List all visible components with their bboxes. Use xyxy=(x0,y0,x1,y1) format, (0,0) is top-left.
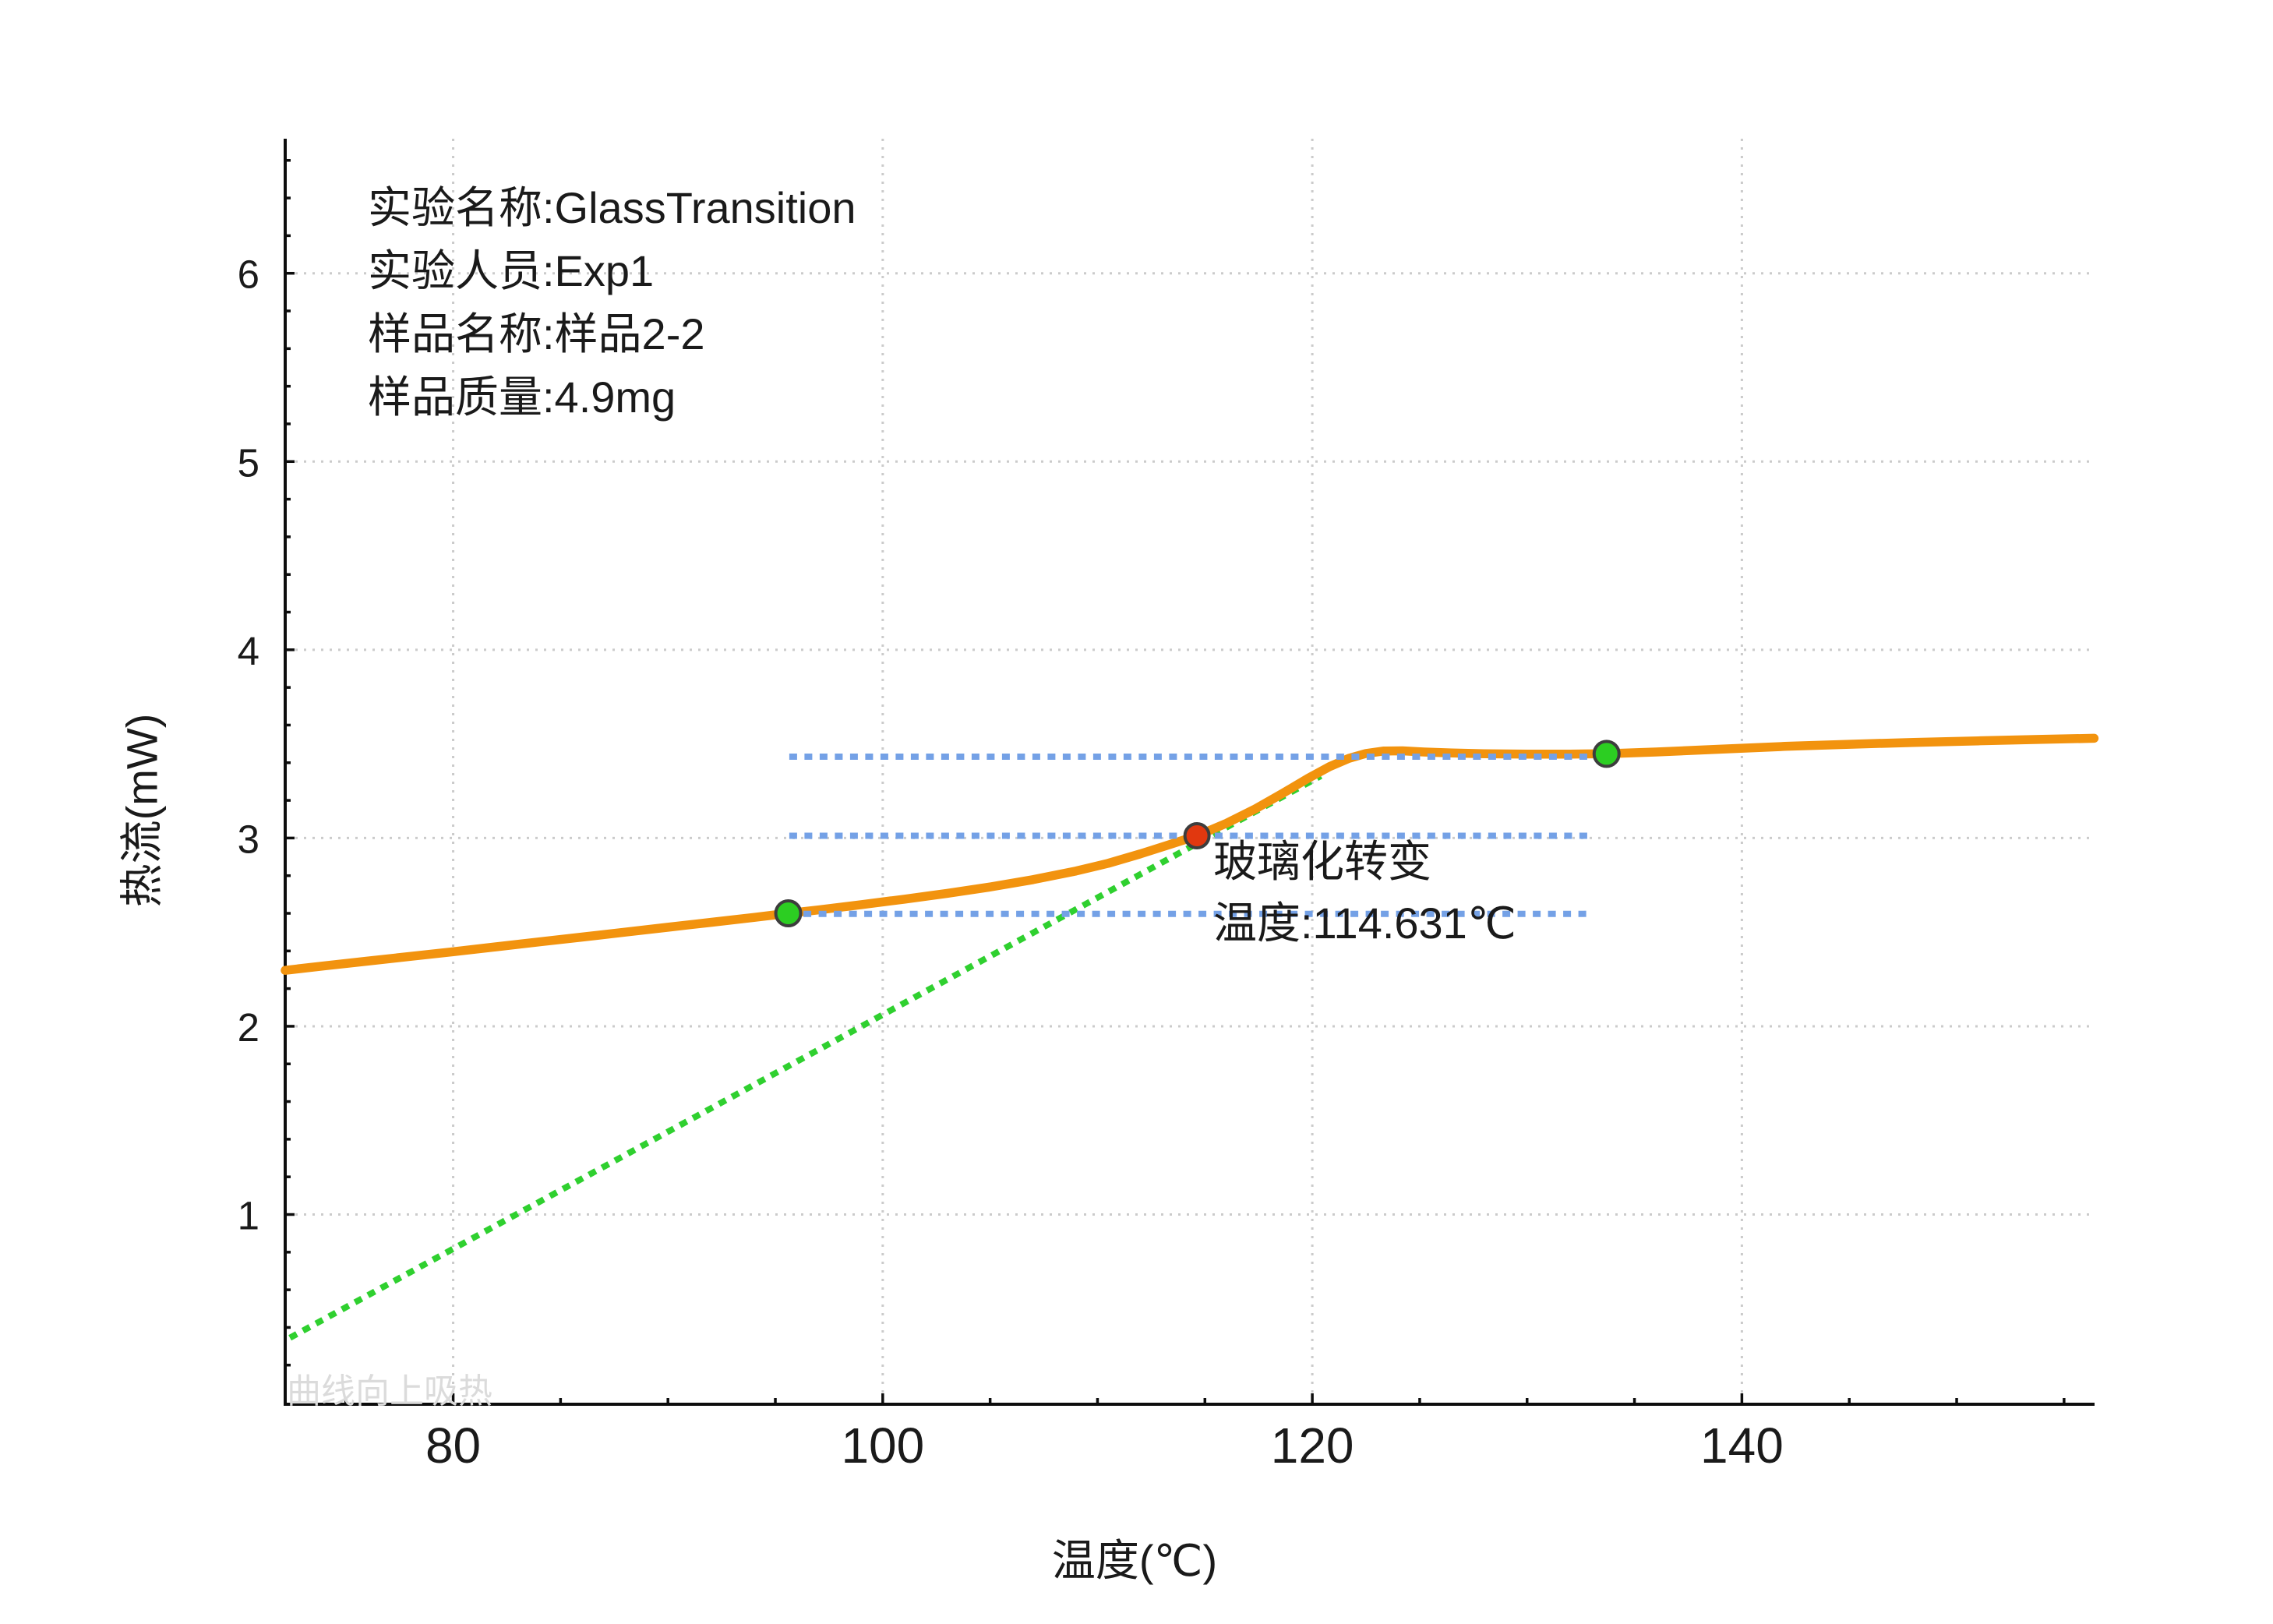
onset-point-marker[interactable] xyxy=(774,899,803,928)
glass-transition-title: 玻璃化转变 xyxy=(1213,837,1431,886)
midpoint-point-marker[interactable] xyxy=(1183,821,1211,849)
endset-point-marker[interactable] xyxy=(1592,740,1621,768)
y-tick-label: 5 xyxy=(238,440,259,485)
y-tick-label: 1 xyxy=(238,1194,259,1238)
experimenter-text: 实验人员:Exp1 xyxy=(368,246,655,295)
y-tick-label: 3 xyxy=(238,817,259,861)
y-axis-title: 热流(mW) xyxy=(117,713,167,908)
heat-flow-curve xyxy=(281,733,2099,975)
y-tick-label: 6 xyxy=(238,252,259,297)
sample-name-text: 样品名称:样品2-2 xyxy=(368,309,705,358)
x-axis-title: 温度(℃) xyxy=(1051,1536,1218,1585)
x-tick-label: 120 xyxy=(1271,1417,1354,1474)
sample-mass-text: 样品质量:4.9mg xyxy=(368,372,676,422)
x-tick-label: 140 xyxy=(1700,1417,1784,1474)
endotherm-up-watermark: 曲线向上吸热 xyxy=(287,1372,492,1410)
glass-transition-annotation: 玻璃化转变 温度:114.631℃ xyxy=(1213,831,1516,954)
y-tick-label: 4 xyxy=(238,629,259,673)
experiment-info-box: 实验名称:GlassTransition 实验人员:Exp1 样品名称:样品2-… xyxy=(368,176,856,429)
inflection-tangent xyxy=(288,773,1323,1341)
y-tick-label: 2 xyxy=(238,1005,259,1050)
glass-transition-temperature: 温度:114.631℃ xyxy=(1213,898,1516,948)
experiment-name-text: 实验名称:GlassTransition xyxy=(368,183,856,232)
x-tick-label: 100 xyxy=(841,1417,924,1474)
x-tick-label: 80 xyxy=(425,1417,481,1474)
